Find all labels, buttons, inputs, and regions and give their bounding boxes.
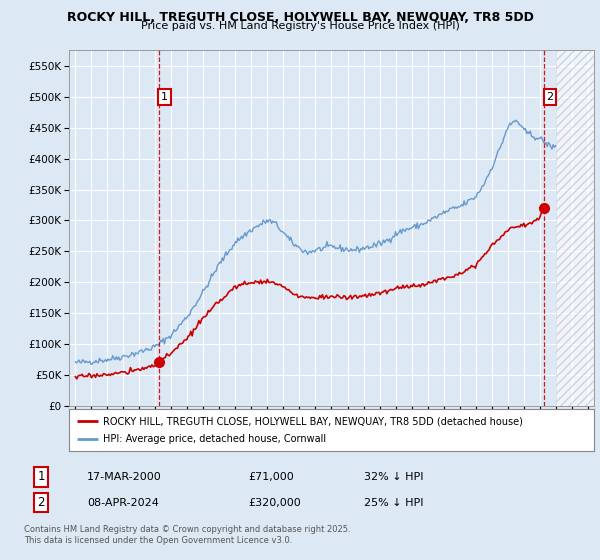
Text: 1: 1 xyxy=(37,470,45,483)
Text: 08-APR-2024: 08-APR-2024 xyxy=(87,498,159,507)
Text: 17-MAR-2000: 17-MAR-2000 xyxy=(87,472,162,482)
Text: 2: 2 xyxy=(547,92,553,102)
Text: 1: 1 xyxy=(161,92,168,102)
Text: HPI: Average price, detached house, Cornwall: HPI: Average price, detached house, Corn… xyxy=(103,434,326,444)
Text: 2: 2 xyxy=(37,496,45,509)
Text: Price paid vs. HM Land Registry's House Price Index (HPI): Price paid vs. HM Land Registry's House … xyxy=(140,21,460,31)
Text: 32% ↓ HPI: 32% ↓ HPI xyxy=(364,472,423,482)
Text: 25% ↓ HPI: 25% ↓ HPI xyxy=(364,498,423,507)
Text: £71,000: £71,000 xyxy=(248,472,294,482)
Bar xyxy=(556,50,594,406)
Text: ROCKY HILL, TREGUTH CLOSE, HOLYWELL BAY, NEWQUAY, TR8 5DD: ROCKY HILL, TREGUTH CLOSE, HOLYWELL BAY,… xyxy=(67,11,533,24)
Text: Contains HM Land Registry data © Crown copyright and database right 2025.
This d: Contains HM Land Registry data © Crown c… xyxy=(24,525,350,545)
Text: £320,000: £320,000 xyxy=(248,498,301,507)
Text: ROCKY HILL, TREGUTH CLOSE, HOLYWELL BAY, NEWQUAY, TR8 5DD (detached house): ROCKY HILL, TREGUTH CLOSE, HOLYWELL BAY,… xyxy=(103,417,523,426)
